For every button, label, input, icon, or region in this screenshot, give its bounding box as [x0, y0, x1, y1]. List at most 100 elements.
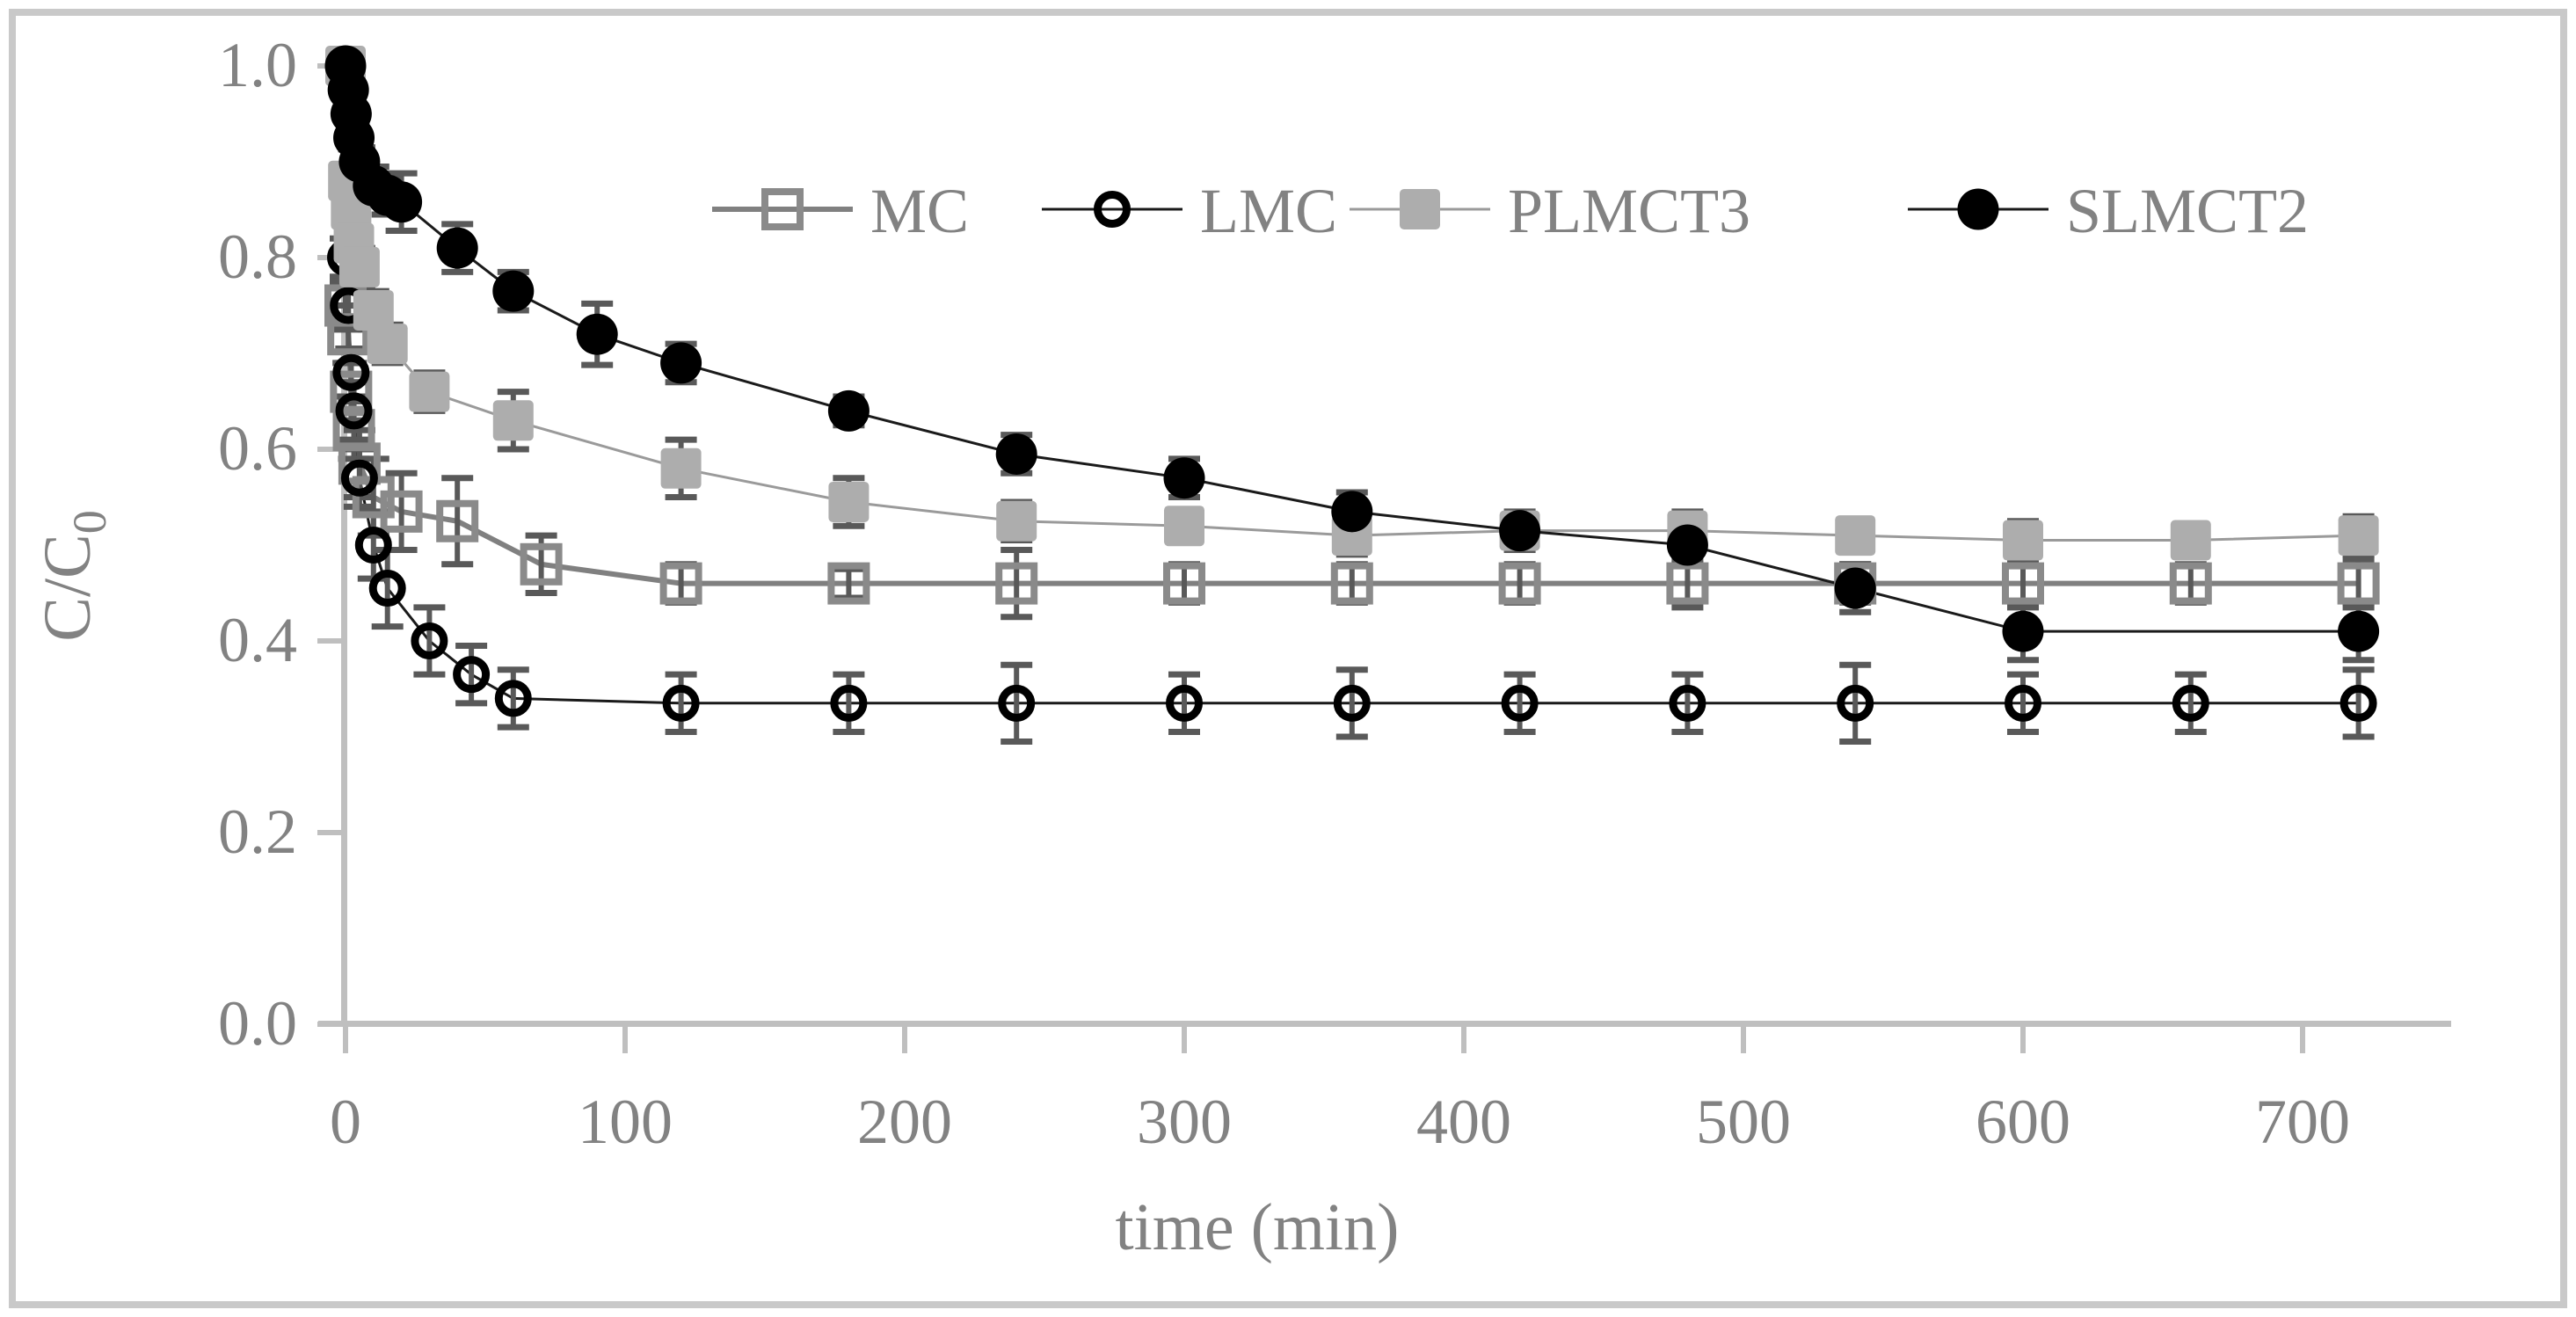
lmc-marker — [2005, 684, 2041, 722]
plmct3-marker — [2003, 520, 2043, 561]
slmct2-marker — [2338, 610, 2380, 652]
plmct3-line — [344, 65, 2359, 542]
slmct2-marker — [576, 313, 618, 355]
mc-marker — [995, 562, 1038, 605]
plmct3-marker — [2338, 515, 2379, 557]
mc-marker — [1330, 562, 1373, 605]
plmct3-legend-marker — [1400, 189, 1440, 229]
lmc-marker — [354, 527, 392, 564]
mc-marker — [1666, 562, 1709, 605]
axes: 0.0 0.2 0.4 0.6 0.8 1.0 0 100 200 300 400 500 600 700 — [218, 30, 2451, 1157]
legend-item-plmct3: PLMCT3 — [1350, 176, 1750, 246]
slmct2-marker — [381, 181, 423, 223]
series-lines — [343, 65, 2359, 705]
mc-marker — [1163, 562, 1205, 605]
lmc-marker — [1669, 684, 1706, 722]
lmc-marker — [1837, 684, 1874, 722]
lmc-marker — [368, 570, 406, 608]
error-bars-plmct3 — [330, 53, 2375, 563]
lmc-marker — [494, 680, 532, 717]
plmct3-marker — [367, 324, 408, 365]
mc-marker — [520, 542, 563, 586]
legend-item-slmct2: SLMCT2 — [1908, 176, 2309, 246]
y-tick-label: 0.4 — [218, 605, 297, 675]
series-line-plmct3 — [344, 65, 2359, 542]
mc-marker — [380, 490, 423, 533]
y-tick-label: 0.0 — [218, 988, 297, 1059]
mc-marker — [2337, 562, 2380, 605]
slmct2-marker — [1834, 567, 1876, 609]
slmct2-marker — [660, 342, 702, 384]
plmct3-marker — [1835, 515, 1876, 557]
legend-label-plmct3: PLMCT3 — [1508, 176, 1750, 246]
plmct3-marker — [660, 447, 702, 489]
slmct2-legend-marker — [1957, 188, 1999, 230]
x-tick-label: 400 — [1416, 1087, 1511, 1157]
legend-item-lmc: LMC — [1042, 176, 1337, 246]
plmct3-marker — [409, 371, 450, 412]
lmc-marker — [1501, 684, 1539, 722]
slmct2-marker — [1499, 510, 1541, 552]
lmc-legend-marker — [1094, 191, 1131, 228]
axis-titles: time (min) C/C0 — [31, 510, 1399, 1264]
x-tick-label: 100 — [578, 1087, 673, 1157]
slmct2-marker — [1331, 491, 1373, 533]
y-axis-title-subscript: 0 — [63, 510, 116, 534]
lmc-marker — [340, 459, 378, 497]
y-tick-label: 0.8 — [218, 222, 297, 292]
legend-label-mc: MC — [870, 176, 969, 246]
series-markers-mc — [324, 284, 2380, 605]
slmct2-marker — [436, 227, 478, 269]
lmc-marker — [411, 622, 448, 659]
slmct2-marker — [1163, 457, 1205, 499]
lmc-marker — [335, 392, 373, 430]
legend-item-mc: MC — [712, 176, 969, 246]
lmc-marker — [2340, 684, 2377, 722]
lmc-line — [344, 257, 2359, 705]
slmct2-marker — [2002, 610, 2044, 652]
series-markers-lmc — [327, 239, 2377, 722]
plmct3-marker — [828, 481, 870, 522]
series-markers — [324, 45, 2380, 722]
x-axis-title: time (min) — [1116, 1190, 1400, 1264]
mc-marker — [2002, 562, 2044, 605]
y-tick-label: 1.0 — [218, 30, 297, 100]
plmct3-marker — [996, 500, 1037, 542]
plmct3-marker — [492, 400, 534, 441]
series-markers-slmct2 — [324, 45, 2380, 652]
legend: MC LMC PLMCT3 SLMCT2 — [712, 176, 2309, 246]
mc-marker — [436, 499, 479, 542]
lmc-marker — [332, 353, 370, 391]
plmct3-marker — [353, 289, 394, 331]
mc-marker — [659, 562, 702, 605]
x-tick-label: 600 — [1976, 1087, 2070, 1157]
x-tick-label: 0 — [330, 1087, 361, 1157]
plmct3-marker — [2170, 520, 2211, 561]
mc-marker — [827, 562, 870, 605]
figure-border — [9, 9, 2567, 1308]
legend-label-slmct2: SLMCT2 — [2066, 176, 2309, 246]
lmc-marker — [662, 684, 700, 722]
x-tick-label: 500 — [1696, 1087, 1791, 1157]
slmct2-marker — [1666, 524, 1708, 566]
y-tick-label: 0.2 — [218, 797, 297, 867]
lmc-marker — [1333, 684, 1371, 722]
legend-label-lmc: LMC — [1200, 176, 1337, 246]
error-bars — [330, 53, 2375, 745]
x-tick-label: 300 — [1137, 1087, 1232, 1157]
lmc-marker — [830, 684, 868, 722]
x-tick-label: 700 — [2255, 1087, 2350, 1157]
mc-marker — [2169, 562, 2212, 605]
lmc-marker — [1166, 684, 1203, 722]
lmc-marker — [2172, 684, 2209, 722]
mc-marker — [1498, 562, 1541, 605]
y-tick-label: 0.6 — [218, 413, 297, 484]
slmct2-marker — [995, 433, 1037, 475]
series-line-lmc — [344, 257, 2359, 705]
lmc-marker — [453, 656, 491, 694]
series-markers-plmct3 — [325, 46, 2379, 561]
slmct2-marker — [827, 389, 870, 432]
x-tick-label: 200 — [857, 1087, 952, 1157]
